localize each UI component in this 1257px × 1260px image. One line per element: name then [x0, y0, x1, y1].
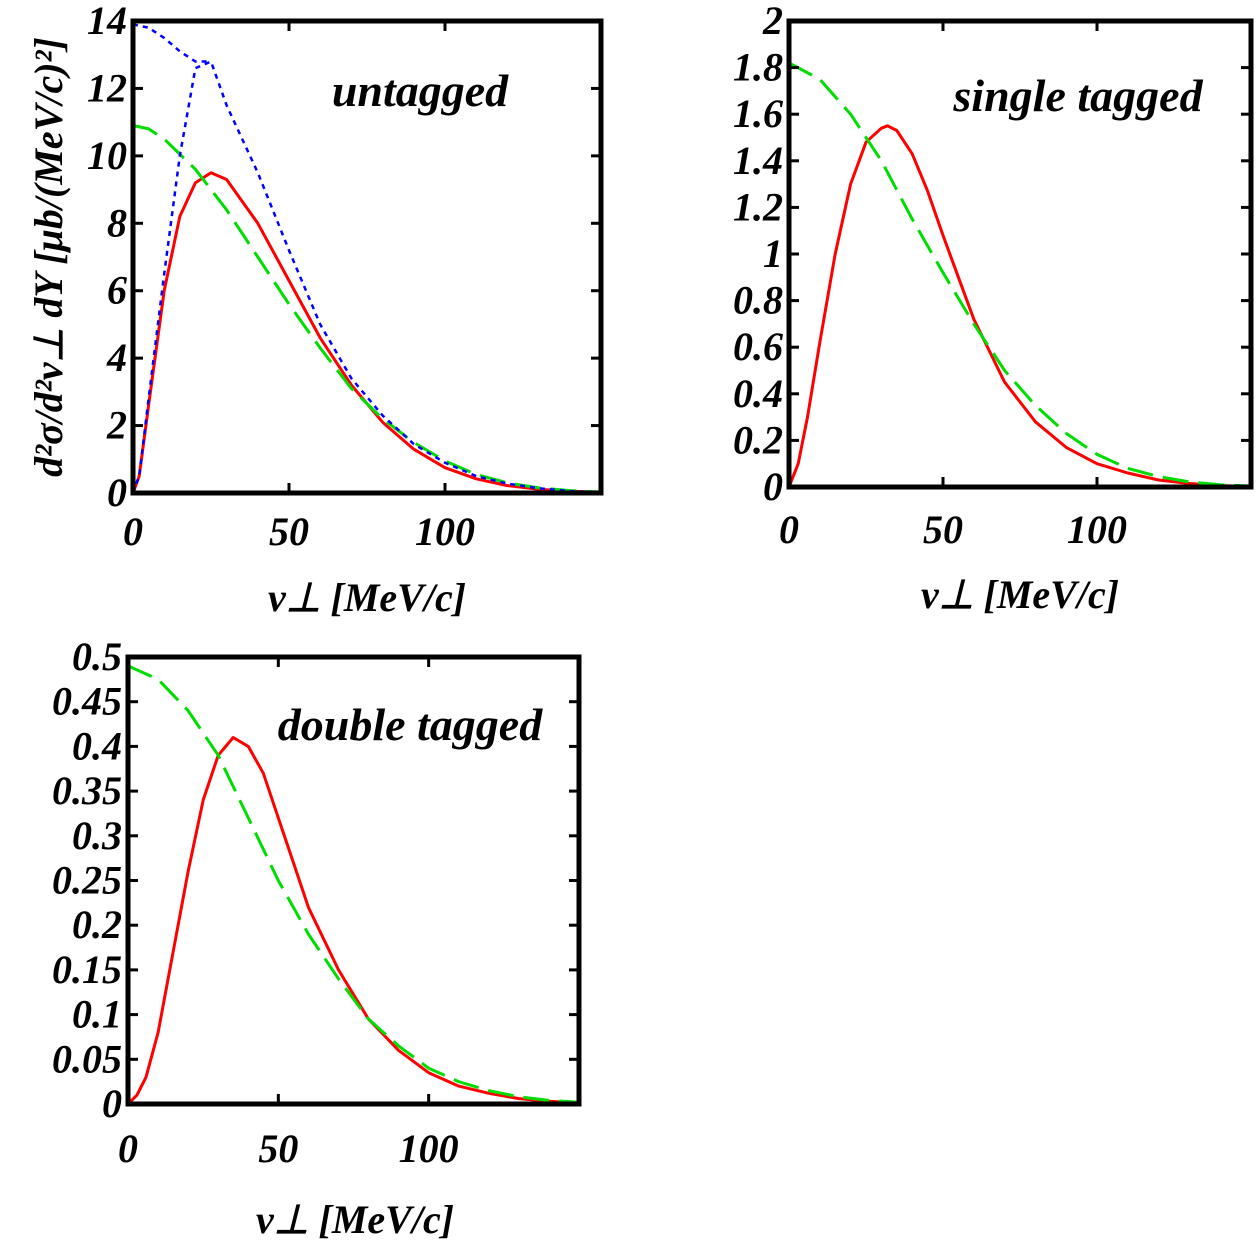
series-layer-3	[126, 664, 580, 1106]
y-tick-label: 1.4	[733, 138, 783, 183]
ticks-layer-1: 0 2 4 6 8 10 12 14 0 50 100	[87, 0, 601, 554]
y-tick-label: 4	[106, 335, 127, 380]
series-line-red-solid-0	[787, 124, 1252, 488]
y-tick-label: 1.2	[733, 184, 783, 229]
y-tick-label: 1	[763, 231, 783, 276]
x-axis-title-single-tagged: v⊥ [MeV/c]	[921, 572, 1119, 617]
y-tick-label: 6	[107, 268, 127, 313]
series-line-green-dashed-1	[127, 664, 580, 1104]
y-tick-label: 0.2	[733, 417, 783, 462]
y-tick-label: 0.15	[52, 947, 122, 992]
x-tick-label: 0	[779, 507, 799, 552]
y-tick-label: 0.6	[733, 324, 783, 369]
y-tick-label: 0.4	[733, 371, 783, 416]
chart-panel-single-tagged: 00.20.40.60.811.21.41.61.820 50 100 single…	[733, 0, 1254, 617]
series-line-red-solid-0	[126, 736, 580, 1106]
y-tick-label: 0.2	[72, 902, 122, 947]
plot-frame-untagged	[130, 18, 604, 496]
chart-panel-double-tagged: 00.050.10.150.20.250.30.350.40.450.50 50 1…	[52, 634, 582, 1242]
x-tick-label: 100	[415, 509, 475, 554]
x-tick-label: 50	[258, 1126, 298, 1171]
y-axis-title: d²σ/d²v⊥ dY [μb/(MeV/c)²]	[26, 37, 71, 477]
y-tick-label: 10	[87, 133, 127, 178]
x-axis-title-untagged: v⊥ [MeV/c]	[268, 575, 466, 620]
y-tick-label: 14	[87, 0, 127, 43]
series-line-green-dashed-1	[132, 124, 602, 494]
y-tick-label: 1.8	[733, 45, 783, 90]
ticks-layer-2: 00.20.40.60.811.21.41.61.820 50 100	[733, 0, 1251, 552]
y-tick-label: 2	[762, 0, 783, 43]
x-tick-label: 100	[1067, 507, 1127, 552]
series-line-red-solid-0	[131, 171, 602, 494]
y-tick-label: 0.05	[52, 1036, 122, 1081]
panel-label-untagged: untagged	[332, 65, 509, 116]
y-tick-label: 2	[106, 403, 127, 448]
x-tick-label: 50	[923, 507, 963, 552]
y-tick-label: 0.4	[72, 723, 122, 768]
ticks-layer-3: 00.050.10.150.20.250.30.350.40.450.50 50 1…	[52, 634, 579, 1171]
y-tick-label: 0.8	[733, 278, 783, 323]
panel-label-double-tagged: double tagged	[278, 699, 543, 750]
x-tick-label: 100	[399, 1126, 459, 1171]
y-tick-label: 0	[763, 464, 783, 509]
y-tick-label: 0.3	[72, 813, 122, 858]
x-tick-label: 0	[123, 509, 143, 554]
x-tick-label: 50	[269, 509, 309, 554]
x-tick-label: 0	[118, 1126, 138, 1171]
y-tick-label: 0.5	[72, 634, 122, 679]
y-tick-label: 1.6	[733, 91, 783, 136]
series-line-blue-dotted-2	[131, 60, 602, 494]
chart-panel-untagged: 0 2 4 6 8 10 12 14 0 50 100 untagged d²σ/d²v⊥ dY […	[26, 0, 604, 620]
y-tick-label: 0.1	[72, 992, 122, 1037]
y-tick-label: 0.45	[52, 679, 122, 724]
panel-label-single-tagged: single tagged	[952, 70, 1203, 121]
y-tick-label: 0.35	[52, 768, 122, 813]
series-line-blue-dotted-3	[132, 23, 211, 63]
series-layer-2	[787, 61, 1252, 488]
y-tick-label: 0.25	[52, 858, 122, 903]
y-tick-label: 12	[87, 65, 127, 110]
series-layer-1	[131, 23, 602, 494]
x-axis-title-double-tagged: v⊥ [MeV/c]	[256, 1197, 454, 1242]
y-tick-label: 0	[107, 470, 127, 515]
y-tick-label: 0	[102, 1081, 122, 1126]
series-line-green-dashed-1	[788, 61, 1252, 488]
y-tick-label: 8	[107, 200, 127, 245]
